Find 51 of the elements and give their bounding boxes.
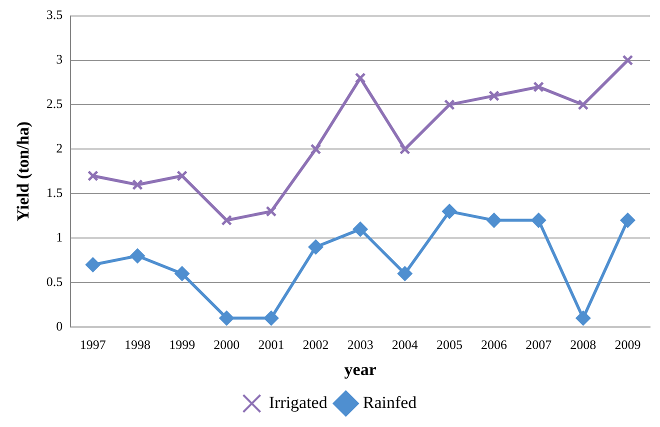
point <box>442 204 457 219</box>
x-tick-label: 2009 <box>614 337 641 352</box>
x-tick-label: 2004 <box>392 337 418 352</box>
point <box>221 214 232 226</box>
x-tick-label: 2000 <box>214 337 240 352</box>
x-tick-label: 2008 <box>570 337 596 352</box>
point <box>310 144 322 155</box>
point <box>399 144 410 155</box>
x-axis-title: year <box>344 360 377 380</box>
y-tick-label: 3 <box>56 52 63 67</box>
y-tick-label: 2.5 <box>46 96 63 112</box>
y-tick-label: 1.5 <box>46 185 63 200</box>
legend-label: Rainfed <box>362 392 418 412</box>
point <box>488 90 500 102</box>
point <box>353 222 368 236</box>
point <box>308 240 324 254</box>
point <box>264 310 278 326</box>
point <box>620 213 635 228</box>
y-tick-label: 3.5 <box>46 7 63 22</box>
point <box>130 248 145 264</box>
point <box>622 54 634 66</box>
point <box>533 81 544 92</box>
x-tick-label: 1997 <box>80 337 106 352</box>
point <box>531 213 546 228</box>
point <box>354 72 366 84</box>
point <box>219 310 234 326</box>
point <box>486 213 502 228</box>
point <box>576 310 590 326</box>
y-tick-label: 2 <box>56 140 63 156</box>
x-tick-label: 2003 <box>347 337 374 352</box>
point <box>266 206 277 217</box>
point <box>174 266 190 281</box>
x-tick-label: 1998 <box>124 337 150 352</box>
point <box>578 99 589 110</box>
x-tick-label: 2005 <box>436 337 462 352</box>
point <box>444 99 455 110</box>
legend-label: Irrigated <box>268 392 328 412</box>
y-tick-label: 0.5 <box>46 274 63 289</box>
y-axis-title: Yield (ton/ha) <box>14 121 33 222</box>
y-tick-label: 1 <box>56 230 63 245</box>
x-tick-label: 2002 <box>302 337 329 352</box>
y-tick-label: 0 <box>56 318 63 334</box>
x-tick-label: 2007 <box>526 337 552 352</box>
point <box>398 266 412 281</box>
point <box>132 179 143 190</box>
point <box>176 170 188 182</box>
x-tick-label: 2001 <box>258 337 284 352</box>
point <box>87 170 98 182</box>
x-tick-label: 1999 <box>169 337 196 352</box>
point <box>86 258 100 272</box>
x-tick-label: 2006 <box>481 337 508 352</box>
